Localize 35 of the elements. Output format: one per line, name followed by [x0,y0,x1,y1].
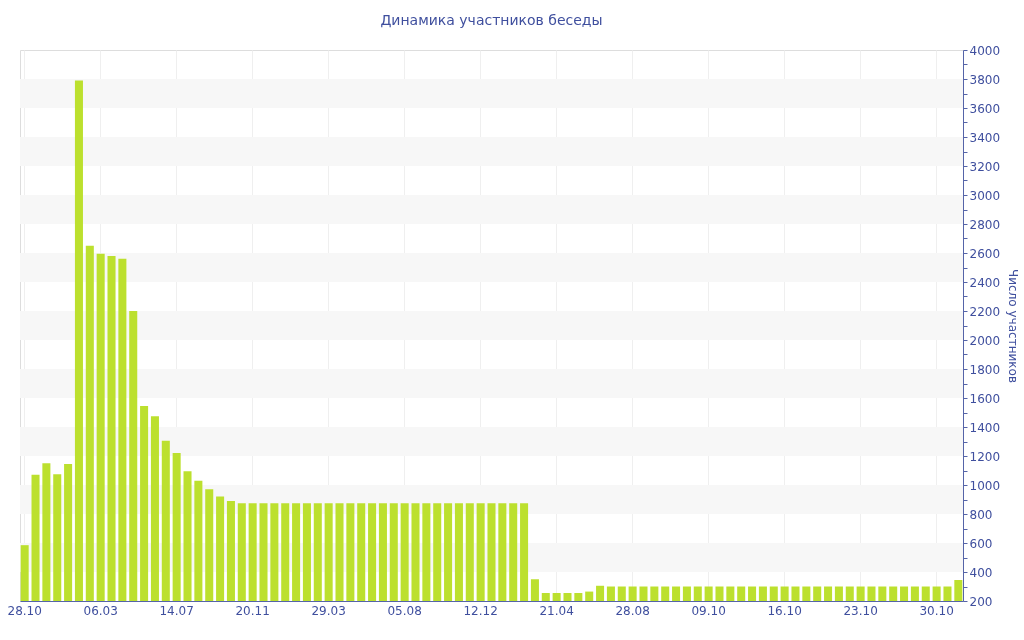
x-tick-label: 30.10 [919,603,954,618]
y-tick-label: 2600 [969,246,1001,261]
x-tick-label: 23.10 [843,603,878,618]
y-tick-label: 1800 [969,362,1001,377]
x-tick-label: 16.10 [767,603,802,618]
x-tick-label: 09.10 [691,603,726,618]
x-tick-label: 14.07 [159,603,194,618]
y-tick-label: 1600 [969,391,1001,406]
x-tick-label: 12.12 [463,603,498,618]
x-tick-label: 05.08 [387,603,422,618]
y-tick-label: 4000 [969,43,1001,58]
y-tick-label: 3600 [969,101,1001,116]
y-tick-label: 3200 [969,159,1001,174]
y-tick-label: 1200 [969,449,1001,464]
y-tick-label: 1000 [969,478,1001,493]
y-tick-label: 2000 [969,333,1001,348]
x-tick-label: 29.03 [311,603,346,618]
y-tick-label: 2400 [969,275,1001,290]
y-axis-title: Число участников [1006,269,1021,383]
y-tick-label: 200 [969,594,993,609]
y-tick-label: 2200 [969,304,1001,319]
x-tick-label: 21.04 [539,603,574,618]
chart-title: Динамика участников беседы [380,12,603,28]
x-tick-label: 06.03 [83,603,118,618]
y-tick-label: 800 [969,507,993,522]
y-tick-label: 3000 [969,188,1001,203]
y-tick-label: 3400 [969,130,1001,145]
x-tick-label: 28.10 [7,603,42,618]
y-tick-label: 400 [969,565,993,580]
x-tick-label: 20.11 [235,603,270,618]
y-tick-label: 1400 [969,420,1001,435]
x-tick-label: 28.08 [615,603,650,618]
y-tick-label: 600 [969,536,993,551]
y-tick-label: 3800 [969,72,1001,87]
y-tick-label: 2800 [969,217,1001,232]
